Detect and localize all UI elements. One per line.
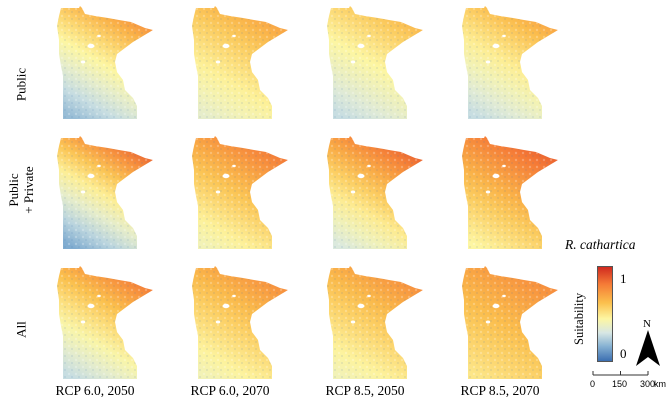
lake-2 (80, 320, 86, 324)
map-panel-r2-c1 (38, 136, 168, 251)
lake-2 (485, 320, 491, 324)
map-panel-r2-c3 (308, 136, 438, 251)
lake-1 (492, 43, 500, 49)
map-panel-r1-c3 (308, 6, 438, 121)
lake-1 (357, 43, 365, 49)
texture-overlay (192, 6, 288, 119)
lake-3 (97, 164, 101, 168)
texture-overlay (57, 6, 153, 119)
lake-1 (492, 173, 500, 179)
lake-3 (502, 164, 506, 168)
lake-3 (367, 164, 371, 168)
map-panel-r3-c3 (308, 266, 438, 381)
map-panel-r1-c2 (173, 6, 303, 121)
lake-1 (222, 303, 230, 309)
row-label-all: All (13, 321, 29, 338)
map-panel-r3-c4 (443, 266, 573, 381)
lake-2 (215, 60, 221, 64)
texture-overlay (462, 266, 558, 379)
row-label-public-private: Public + Private (6, 166, 36, 214)
column-label-rcp85-2070: RCP 8.5, 2070 (460, 383, 540, 398)
lake-3 (232, 164, 236, 168)
lake-3 (367, 294, 371, 298)
scale-unit: km (654, 379, 666, 389)
lake-2 (350, 60, 356, 64)
lake-3 (97, 34, 101, 38)
map-panel-r2-c4 (443, 136, 573, 251)
lake-1 (357, 303, 365, 309)
north-arrow-icon (636, 330, 660, 366)
lake-2 (485, 190, 491, 194)
row-label-public: Public (13, 67, 29, 102)
lake-2 (80, 60, 86, 64)
lake-2 (350, 190, 356, 194)
lake-3 (502, 34, 506, 38)
legend-color-ramp (597, 266, 613, 362)
lake-2 (485, 60, 491, 64)
lake-1 (222, 43, 230, 49)
map-panel-r2-c2 (173, 136, 303, 251)
column-label-rcp60-2050: RCP 6.0, 2050 (55, 383, 135, 398)
lake-1 (222, 173, 230, 179)
legend-max-label: 1 (620, 271, 627, 286)
column-label-rcp85-2050: RCP 8.5, 2050 (325, 383, 405, 398)
texture-overlay (192, 136, 288, 249)
map-panel-r1-c1 (38, 6, 168, 121)
legend-min-label: 0 (620, 346, 627, 361)
texture-overlay (327, 266, 423, 379)
texture-overlay (327, 6, 423, 119)
legend-species-title: R. cathartica (565, 237, 636, 252)
texture-overlay (462, 6, 558, 119)
lake-2 (215, 320, 221, 324)
map-panel-r3-c2 (173, 266, 303, 381)
texture-overlay (57, 266, 153, 379)
texture-overlay (192, 266, 288, 379)
north-label: N (643, 318, 651, 330)
texture-overlay (462, 136, 558, 249)
texture-overlay (327, 136, 423, 249)
scale-bar (592, 371, 649, 376)
map-panel-r3-c1 (38, 266, 168, 381)
lake-3 (232, 34, 236, 38)
lake-1 (492, 303, 500, 309)
lake-3 (367, 34, 371, 38)
lake-1 (357, 173, 365, 179)
scale-tick-300: 300 (640, 379, 656, 389)
texture-overlay (57, 136, 153, 249)
lake-1 (87, 303, 95, 309)
lake-1 (87, 43, 95, 49)
legend-axis-label: Suitability (572, 292, 586, 345)
lake-1 (87, 173, 95, 179)
lake-2 (80, 190, 86, 194)
lake-3 (502, 294, 506, 298)
lake-2 (215, 190, 221, 194)
map-panel-r1-c4 (443, 6, 573, 121)
scale-tick-150: 150 (612, 379, 628, 389)
lake-2 (350, 320, 356, 324)
scale-tick-0: 0 (590, 379, 596, 389)
lake-3 (97, 294, 101, 298)
column-label-rcp60-2070: RCP 6.0, 2070 (190, 383, 270, 398)
lake-3 (232, 294, 236, 298)
